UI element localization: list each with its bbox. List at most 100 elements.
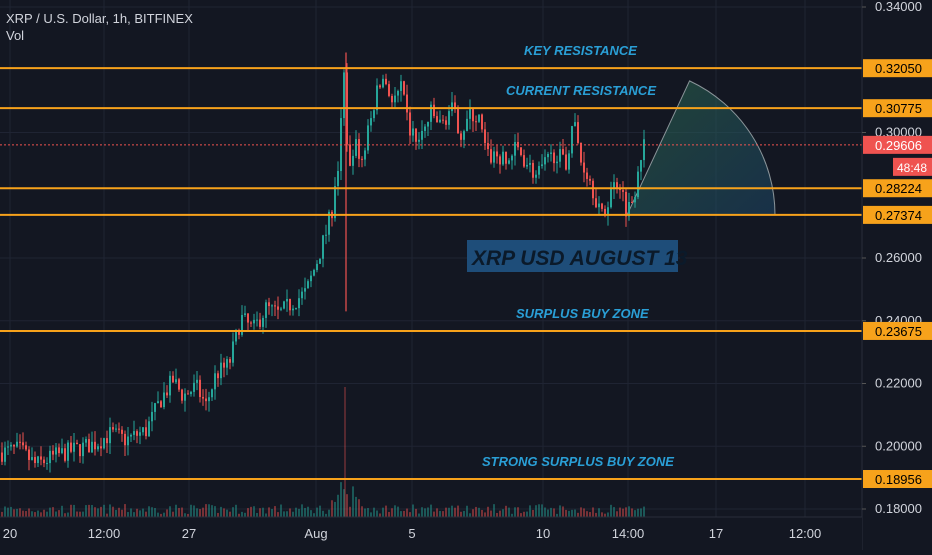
symbol-label: XRP / U.S. Dollar, 1h, BITFINEX — [6, 11, 193, 26]
candle-body — [421, 130, 423, 140]
candle-body — [601, 203, 603, 209]
volume-bar — [322, 510, 324, 517]
volume-bar — [415, 508, 417, 517]
candle-body — [547, 153, 549, 158]
volume-bar — [37, 510, 39, 517]
volume-bar — [352, 486, 354, 517]
candle-body — [241, 315, 243, 335]
volume-bar — [343, 489, 345, 517]
candle-body — [523, 155, 525, 167]
volume-bar — [403, 510, 405, 517]
volume-bar — [235, 504, 237, 517]
volume-bar — [40, 512, 42, 517]
volume-bar — [304, 507, 306, 517]
candle-body — [550, 152, 552, 154]
candle-body — [286, 299, 288, 302]
candle-body — [16, 441, 18, 447]
candle-body — [313, 270, 315, 276]
candle-body — [46, 463, 48, 465]
candle-body — [436, 116, 438, 123]
candle-body — [154, 403, 156, 412]
candle-body — [208, 397, 210, 402]
candle-body — [184, 393, 186, 401]
candle-body — [298, 298, 300, 309]
candle-body — [619, 188, 621, 191]
candle-body — [280, 308, 282, 310]
time-tick-label: Aug — [304, 526, 327, 541]
volume-bar — [379, 513, 381, 517]
volume-bar — [271, 508, 273, 517]
volume-bar — [331, 500, 333, 517]
volume-bar — [247, 508, 249, 517]
volume-bar — [241, 511, 243, 517]
candle-body — [277, 306, 279, 310]
volume-bar — [625, 507, 627, 517]
volume-bar — [103, 504, 105, 517]
candle-body — [589, 178, 591, 181]
volume-bar — [430, 504, 432, 517]
current-price-tag — [863, 135, 932, 154]
volume-bar — [262, 507, 264, 517]
volume-bar — [520, 513, 522, 517]
candle-body — [40, 456, 42, 460]
fib-arc-sector[interactable] — [626, 80, 776, 216]
level-price-tag — [863, 99, 932, 118]
candle-body — [376, 85, 378, 111]
candle-body — [484, 129, 486, 144]
volume-bar — [76, 511, 78, 517]
candle-body — [304, 288, 306, 292]
volume-bar — [250, 506, 252, 517]
volume-bar — [394, 505, 396, 517]
volume-bar — [277, 512, 279, 517]
volume-bar — [283, 511, 285, 517]
candle-body — [400, 81, 402, 91]
candle-body — [628, 201, 630, 217]
chart-legend: XRP / U.S. Dollar, 1h, BITFINEX Vol — [6, 10, 193, 44]
volume-bar — [544, 507, 546, 517]
volume-bar — [442, 511, 444, 517]
volume-bar — [355, 496, 357, 517]
time-tick-label: 17 — [709, 526, 723, 541]
candle-body — [139, 432, 141, 436]
volume-bar — [364, 508, 366, 517]
volume-bar — [640, 508, 642, 517]
volume-bar — [460, 511, 462, 517]
candle-body — [592, 180, 594, 199]
volume-bar — [259, 508, 261, 517]
candle-body — [124, 433, 126, 446]
candle-body — [211, 389, 213, 398]
volume-bar — [142, 508, 144, 517]
volume-bar — [10, 506, 12, 517]
time-tick-label: 20 — [3, 526, 17, 541]
volume-bar — [607, 512, 609, 517]
candle-body — [595, 198, 597, 208]
volume-bar — [622, 508, 624, 517]
candle-body — [58, 447, 60, 454]
volume-bar — [289, 508, 291, 517]
volume-bar — [424, 508, 426, 517]
volume-bar — [82, 511, 84, 517]
volume-bar — [448, 507, 450, 517]
candle-body — [247, 313, 249, 323]
candle-body — [574, 122, 576, 127]
candle-body — [250, 322, 252, 324]
volume-bar — [550, 507, 552, 517]
level-price-label: 0.32050 — [875, 61, 922, 76]
volume-bar — [175, 504, 177, 517]
volume-bar — [610, 504, 612, 517]
volume-bar — [559, 505, 561, 517]
chart-title: XRP USD AUGUST 13 — [471, 247, 688, 270]
level-price-tag — [863, 179, 932, 198]
volume-bar — [253, 506, 255, 517]
volume-bar — [85, 505, 87, 517]
volume-bar — [130, 508, 132, 517]
candle-body — [640, 160, 642, 172]
candle-body — [358, 139, 360, 159]
volume-bar — [598, 508, 600, 517]
volume-bar — [619, 507, 621, 517]
candle-body — [79, 444, 81, 457]
candle-body — [520, 147, 522, 156]
volume-bar — [385, 505, 387, 517]
